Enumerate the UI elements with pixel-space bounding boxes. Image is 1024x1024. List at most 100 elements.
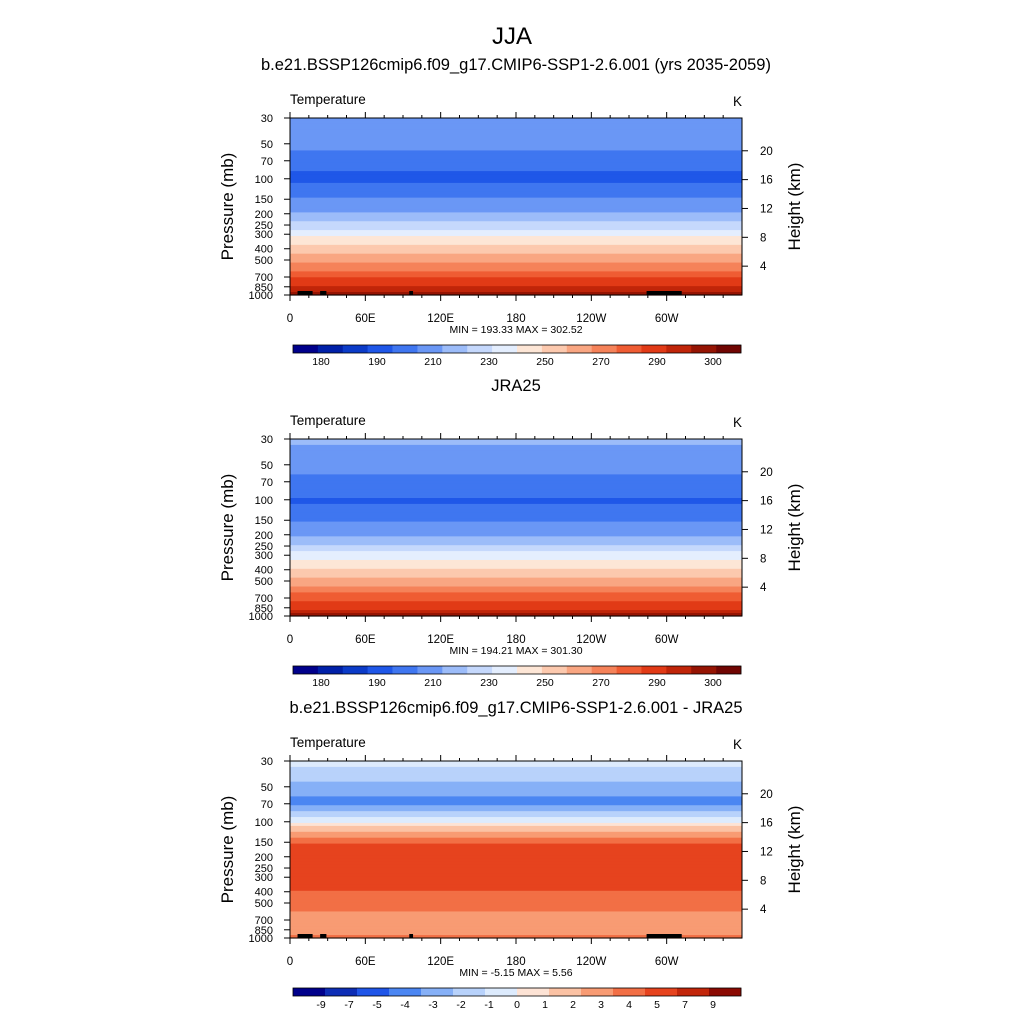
colorbar-swatch xyxy=(716,666,742,674)
contour-band xyxy=(290,551,742,555)
x-tick-label: 60W xyxy=(655,956,679,968)
colorbar-swatch xyxy=(417,666,443,674)
contour-band xyxy=(290,238,742,243)
contour-band xyxy=(290,444,742,449)
contour-band xyxy=(290,769,742,774)
contour-band xyxy=(290,849,742,854)
colorbar-swatch xyxy=(541,666,568,674)
y-tick-label: 50 xyxy=(261,139,273,151)
colorbar-swatch xyxy=(492,666,518,674)
colorbar-swatch xyxy=(367,345,393,353)
y-tick-label: 700 xyxy=(255,915,273,927)
contour-band xyxy=(290,598,742,602)
contour-band xyxy=(290,268,742,272)
contour-band xyxy=(290,230,742,234)
y-tick-label: 200 xyxy=(255,530,273,542)
colorbar-swatch xyxy=(442,345,468,353)
contour-band xyxy=(290,456,742,461)
colorbar-swatch xyxy=(325,988,358,996)
colorbar-swatch xyxy=(485,988,518,996)
x-tick-label: 120E xyxy=(427,313,454,325)
colorbar-swatch xyxy=(442,666,468,674)
contour-band xyxy=(290,147,742,152)
colorbar-swatch xyxy=(616,345,642,353)
y-tick-label: 250 xyxy=(255,220,273,232)
colorbar-label: 210 xyxy=(424,677,442,689)
contour-band xyxy=(290,221,742,225)
y-tick-label: 500 xyxy=(255,576,273,588)
colorbar-swatch xyxy=(541,345,568,353)
x-tick-label: 120E xyxy=(427,956,454,968)
colorbar-label: 250 xyxy=(536,356,554,368)
colorbar-frame xyxy=(292,665,742,675)
height-tick-label: 16 xyxy=(760,175,773,187)
contour-band xyxy=(290,867,742,871)
y-tick-label: 100 xyxy=(255,817,273,829)
y-tick-label: 200 xyxy=(255,209,273,221)
contour-band xyxy=(290,126,742,131)
contour-band xyxy=(290,595,742,599)
contour-band xyxy=(290,177,742,181)
x-tick-label: 0 xyxy=(287,634,293,646)
colorbar-swatch xyxy=(392,345,418,353)
units-label: K xyxy=(733,737,742,752)
contour-band xyxy=(290,772,742,777)
contour-band xyxy=(290,150,742,154)
y-tick-label: 70 xyxy=(261,799,273,811)
y-tick-label: 1000 xyxy=(249,290,273,302)
contour-band xyxy=(290,887,742,892)
contour-band xyxy=(290,486,742,490)
contour-band xyxy=(290,191,742,196)
height-tick-label: 12 xyxy=(760,846,773,858)
contour-band xyxy=(290,533,742,537)
y-tick-label: 500 xyxy=(255,255,273,267)
contour-band xyxy=(290,820,742,824)
contour-band xyxy=(290,118,742,122)
contour-band xyxy=(290,890,742,895)
contour-band xyxy=(290,881,742,886)
colorbar-swatch xyxy=(421,988,454,996)
contour-band xyxy=(290,527,742,532)
height-tick-label: 20 xyxy=(760,789,773,801)
contour-band xyxy=(290,920,742,924)
contour-band xyxy=(290,188,742,193)
contour-band xyxy=(290,899,742,904)
contour-band xyxy=(290,583,742,588)
panel-title: b.e21.BSSP126cmip6.f09_g17.CMIP6-SSP1-2.… xyxy=(289,699,742,717)
colorbar-label: 1 xyxy=(542,999,548,1011)
y-tick-label: 200 xyxy=(255,852,273,864)
x-tick-label: 60W xyxy=(655,634,679,646)
contour-band xyxy=(290,580,742,585)
y-tick-label: 30 xyxy=(261,756,273,768)
contour-band xyxy=(290,766,742,771)
contour-band xyxy=(290,153,742,157)
contour-band xyxy=(290,471,742,475)
panel-3: b.e21.BSSP126cmip6.f09_g17.CMIP6-SSP1-2.… xyxy=(218,699,804,1011)
contour-band xyxy=(290,274,742,278)
contour-band xyxy=(290,503,742,508)
colorbar-label: 190 xyxy=(368,356,386,368)
contour-band xyxy=(290,453,742,458)
y-tick-label: 30 xyxy=(261,434,273,446)
height-tick-label: 12 xyxy=(760,524,773,536)
terrain-block xyxy=(646,934,682,938)
min-max-stats: MIN = 193.33 MAX = 302.52 xyxy=(449,324,582,336)
contour-band xyxy=(290,144,742,149)
y-tick-label: 400 xyxy=(255,244,273,256)
y-tick-label: 1000 xyxy=(249,611,273,623)
contour-band xyxy=(290,156,742,160)
contour-band xyxy=(290,462,742,467)
contour-band xyxy=(290,831,742,836)
contour-band xyxy=(290,171,742,175)
contour-band xyxy=(290,203,742,208)
contour-band xyxy=(290,247,742,252)
contour-band xyxy=(290,141,742,146)
contour-band xyxy=(290,459,742,464)
y-tick-label: 850 xyxy=(255,603,273,615)
y-axis-label: Pressure (mb) xyxy=(218,153,237,261)
y-tick-label: 500 xyxy=(255,898,273,910)
height-tick-label: 16 xyxy=(760,818,773,830)
contour-band xyxy=(290,565,742,570)
contour-band xyxy=(290,129,742,134)
height-tick-label: 4 xyxy=(760,904,767,916)
